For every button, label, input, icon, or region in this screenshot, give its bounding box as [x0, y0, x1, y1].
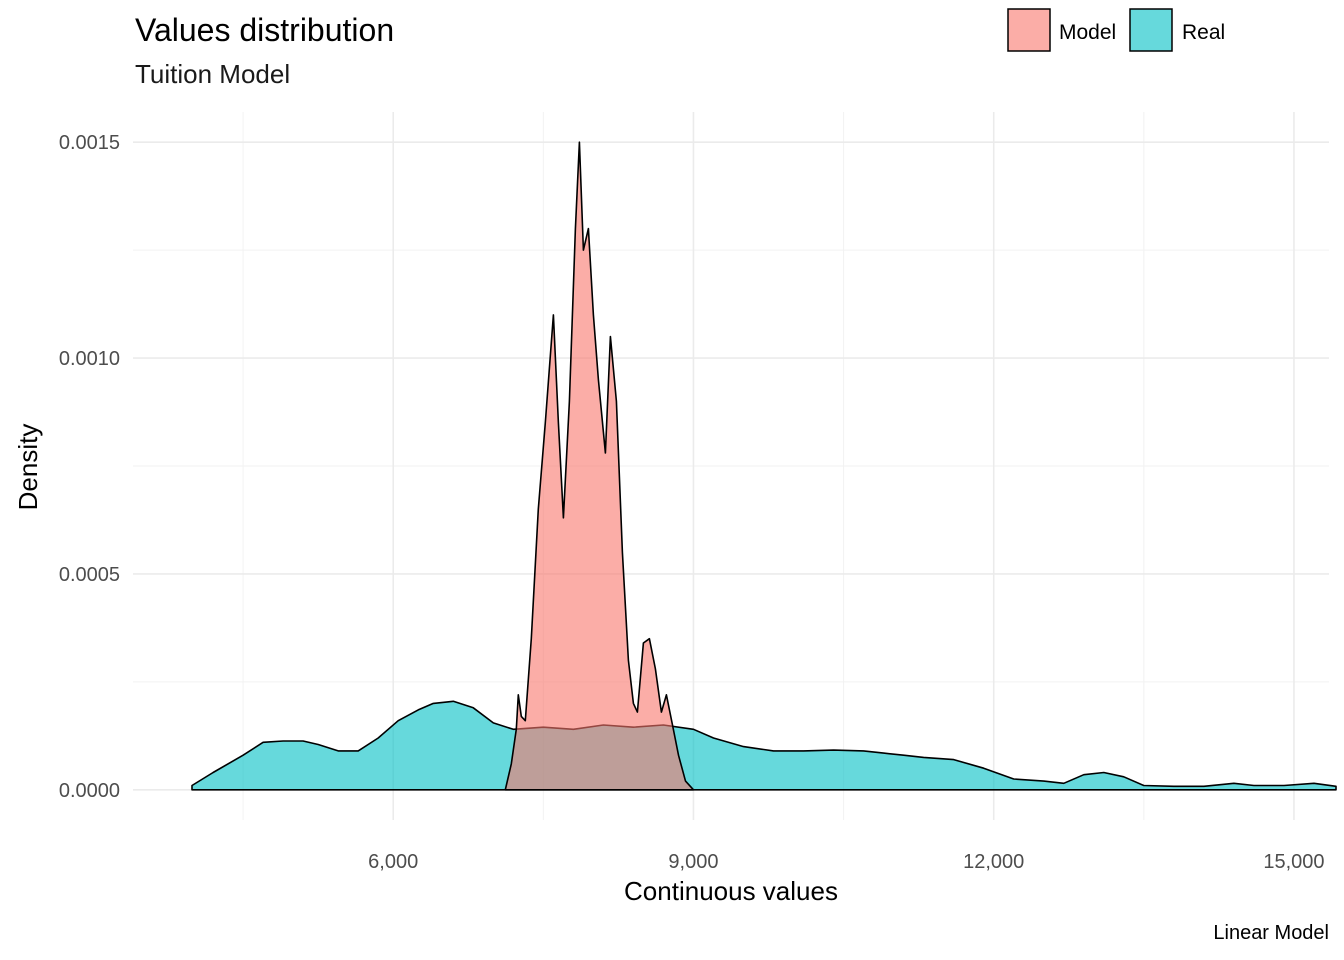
- legend: Model Real: [1007, 8, 1225, 52]
- y-tick-label: 0.0000: [59, 780, 120, 802]
- legend-key-real: [1129, 8, 1173, 52]
- x-tick-label: 15,000: [1263, 851, 1324, 873]
- x-tick-label: 9,000: [668, 851, 718, 873]
- legend-label-model: Model: [1059, 21, 1116, 44]
- density-area-real: [191, 700, 1337, 791]
- axis-ticks: 6,000 9,000 12,000 15,000 0.0000 0.0005 0.0010…: [59, 132, 1325, 873]
- y-tick-label: 0.0015: [59, 132, 120, 154]
- chart-subtitle: Tuition Model: [135, 59, 290, 89]
- legend-key-model: [1007, 8, 1051, 52]
- x-tick-label: 12,000: [963, 851, 1024, 873]
- chart-caption: Linear Model: [1213, 922, 1329, 944]
- grid-lines: [133, 112, 1329, 820]
- legend-label-real: Real: [1182, 21, 1225, 44]
- y-tick-label: 0.0010: [59, 348, 120, 370]
- density-area-model: [504, 141, 695, 791]
- chart-title: Values distribution: [135, 12, 394, 48]
- x-tick-label: 6,000: [368, 851, 418, 873]
- y-axis-title: Density: [13, 424, 43, 511]
- x-axis-title: Continuous values: [624, 876, 838, 906]
- y-tick-label: 0.0005: [59, 564, 120, 586]
- density-areas: [191, 141, 1337, 791]
